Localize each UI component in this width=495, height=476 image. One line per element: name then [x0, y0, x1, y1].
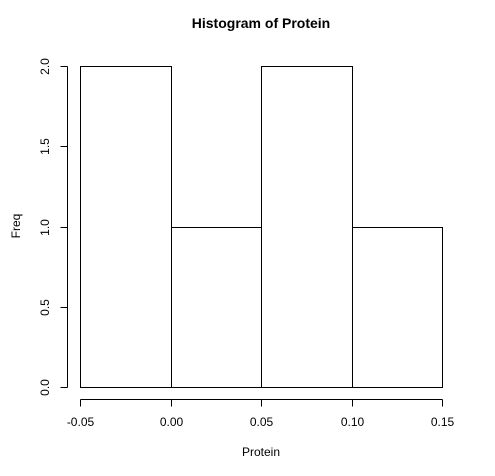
x-tick-label-0: -0.05 — [67, 415, 95, 429]
bars-group — [80, 66, 443, 388]
y-axis-label: Freq — [9, 214, 23, 239]
x-tick-label-4: 0.15 — [431, 415, 455, 429]
histogram-bar-2 — [261, 66, 353, 388]
y-tick-label-3: 1.5 — [38, 138, 52, 155]
x-axis: -0.05 0.00 0.05 0.10 0.15 — [67, 399, 455, 429]
y-tick-label-0: 0.0 — [38, 379, 52, 396]
y-tick-label-2: 1.0 — [38, 219, 52, 236]
chart-title: Histogram of Protein — [192, 15, 330, 31]
x-axis-label: Protein — [242, 445, 280, 459]
x-tick-label-1: 0.00 — [160, 415, 184, 429]
y-axis: 0.0 0.5 1.0 1.5 2.0 — [38, 58, 68, 396]
histogram-bar-1 — [171, 227, 262, 388]
y-tick-label-1: 0.5 — [38, 299, 52, 316]
y-tick-label-4: 2.0 — [38, 58, 52, 75]
histogram-bar-0 — [80, 66, 172, 388]
histogram-bar-3 — [352, 227, 443, 388]
x-tick-label-3: 0.10 — [341, 415, 365, 429]
x-tick-label-2: 0.05 — [250, 415, 274, 429]
